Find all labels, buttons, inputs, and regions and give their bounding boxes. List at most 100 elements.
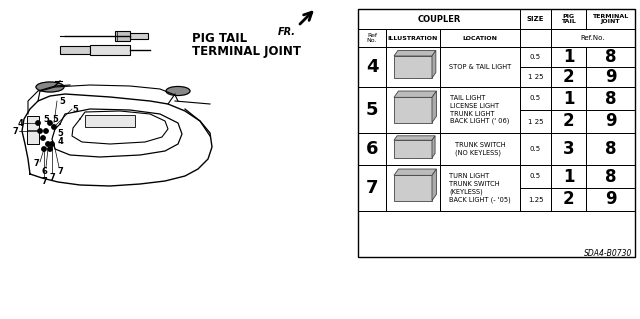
Text: COUPLER: COUPLER [417, 14, 461, 24]
Ellipse shape [166, 86, 190, 95]
Bar [520, 29, 551, 47]
Bar [358, 29, 386, 47]
Bar [551, 47, 586, 67]
Bar [60, 46, 90, 54]
Bar [386, 87, 440, 133]
Text: 5: 5 [72, 105, 78, 114]
Bar [130, 33, 148, 39]
Bar [394, 97, 432, 122]
Bar [358, 87, 386, 133]
Bar [586, 133, 635, 165]
Text: 2: 2 [563, 68, 574, 86]
Text: 8: 8 [605, 140, 616, 158]
Text: 7: 7 [41, 176, 47, 186]
Text: 2: 2 [563, 190, 574, 209]
Text: 9: 9 [605, 190, 616, 209]
Text: 8: 8 [605, 90, 616, 108]
Text: Ref
No.: Ref No. [367, 33, 377, 43]
Bar [586, 188, 635, 211]
Bar [394, 56, 432, 78]
Bar [586, 87, 635, 110]
Bar [358, 133, 386, 165]
Text: SIZE: SIZE [527, 16, 544, 22]
Bar [551, 188, 586, 211]
Bar [440, 47, 520, 87]
Bar [358, 9, 520, 29]
Text: 7: 7 [33, 160, 39, 168]
Text: 9: 9 [605, 113, 616, 130]
Circle shape [48, 147, 52, 151]
Bar [551, 165, 586, 188]
Polygon shape [394, 50, 436, 56]
Bar [551, 133, 586, 165]
Polygon shape [394, 136, 435, 140]
Bar [551, 110, 586, 133]
Text: 8: 8 [605, 167, 616, 186]
Bar [586, 67, 635, 87]
Polygon shape [432, 50, 436, 78]
Text: 1.25: 1.25 [528, 197, 543, 203]
Polygon shape [394, 91, 436, 97]
Bar [551, 87, 586, 110]
Bar [394, 140, 432, 158]
Bar [394, 175, 432, 201]
Bar [520, 9, 551, 29]
Circle shape [46, 142, 50, 146]
Bar [27, 116, 39, 144]
Bar [440, 133, 520, 165]
Bar [551, 9, 586, 29]
Circle shape [44, 129, 48, 133]
Text: 6: 6 [365, 140, 378, 158]
Text: STOP & TAIL LIGHT: STOP & TAIL LIGHT [449, 64, 511, 70]
Bar [440, 87, 520, 133]
Text: 0.5: 0.5 [530, 174, 541, 180]
Bar [520, 110, 551, 133]
Text: 6: 6 [41, 167, 47, 175]
Text: TURN LIGHT
TRUNK SWITCH
(KEYLESS)
BACK LIGHT (- '05): TURN LIGHT TRUNK SWITCH (KEYLESS) BACK L… [449, 173, 511, 203]
Text: TERMINAL
JOINT: TERMINAL JOINT [593, 14, 628, 24]
Bar [115, 31, 130, 41]
Bar [551, 29, 635, 47]
Circle shape [42, 147, 46, 151]
Polygon shape [432, 136, 435, 158]
Bar [440, 165, 520, 211]
Text: 7: 7 [57, 167, 63, 175]
Text: LOCATION: LOCATION [463, 35, 497, 41]
Bar [520, 188, 551, 211]
Text: 0.5: 0.5 [530, 54, 541, 60]
Text: TERMINAL JOINT: TERMINAL JOINT [192, 44, 301, 57]
Ellipse shape [36, 82, 64, 92]
Text: FR.: FR. [278, 27, 296, 37]
Text: 5: 5 [43, 115, 49, 123]
Circle shape [48, 121, 52, 125]
Bar [586, 165, 635, 188]
Bar [520, 47, 551, 67]
Text: 1: 1 [563, 167, 574, 186]
Text: 4: 4 [17, 118, 23, 128]
Text: PIG TAIL: PIG TAIL [192, 32, 247, 44]
Text: ILLUSTRATION: ILLUSTRATION [388, 35, 438, 41]
Text: PIG
TAIL: PIG TAIL [561, 14, 576, 24]
Bar [386, 133, 440, 165]
Text: SDA4-B0730: SDA4-B0730 [584, 249, 632, 257]
Circle shape [50, 142, 54, 146]
Text: 4: 4 [57, 137, 63, 145]
Text: Ref.No.: Ref.No. [580, 35, 605, 41]
Bar [520, 133, 551, 165]
Text: 7: 7 [12, 127, 18, 136]
Circle shape [36, 121, 40, 125]
Circle shape [41, 136, 45, 140]
Text: 7: 7 [365, 179, 378, 197]
Text: TRUNK SWITCH
(NO KEYLESS): TRUNK SWITCH (NO KEYLESS) [454, 142, 506, 156]
Polygon shape [432, 91, 436, 122]
Bar [440, 29, 520, 47]
Text: 5: 5 [52, 115, 58, 123]
Bar [386, 29, 440, 47]
Bar [520, 87, 551, 110]
Bar [520, 67, 551, 87]
Bar [586, 9, 635, 29]
Bar [358, 47, 386, 87]
Text: 1: 1 [563, 48, 574, 66]
Text: 8: 8 [605, 48, 616, 66]
Circle shape [52, 125, 56, 129]
